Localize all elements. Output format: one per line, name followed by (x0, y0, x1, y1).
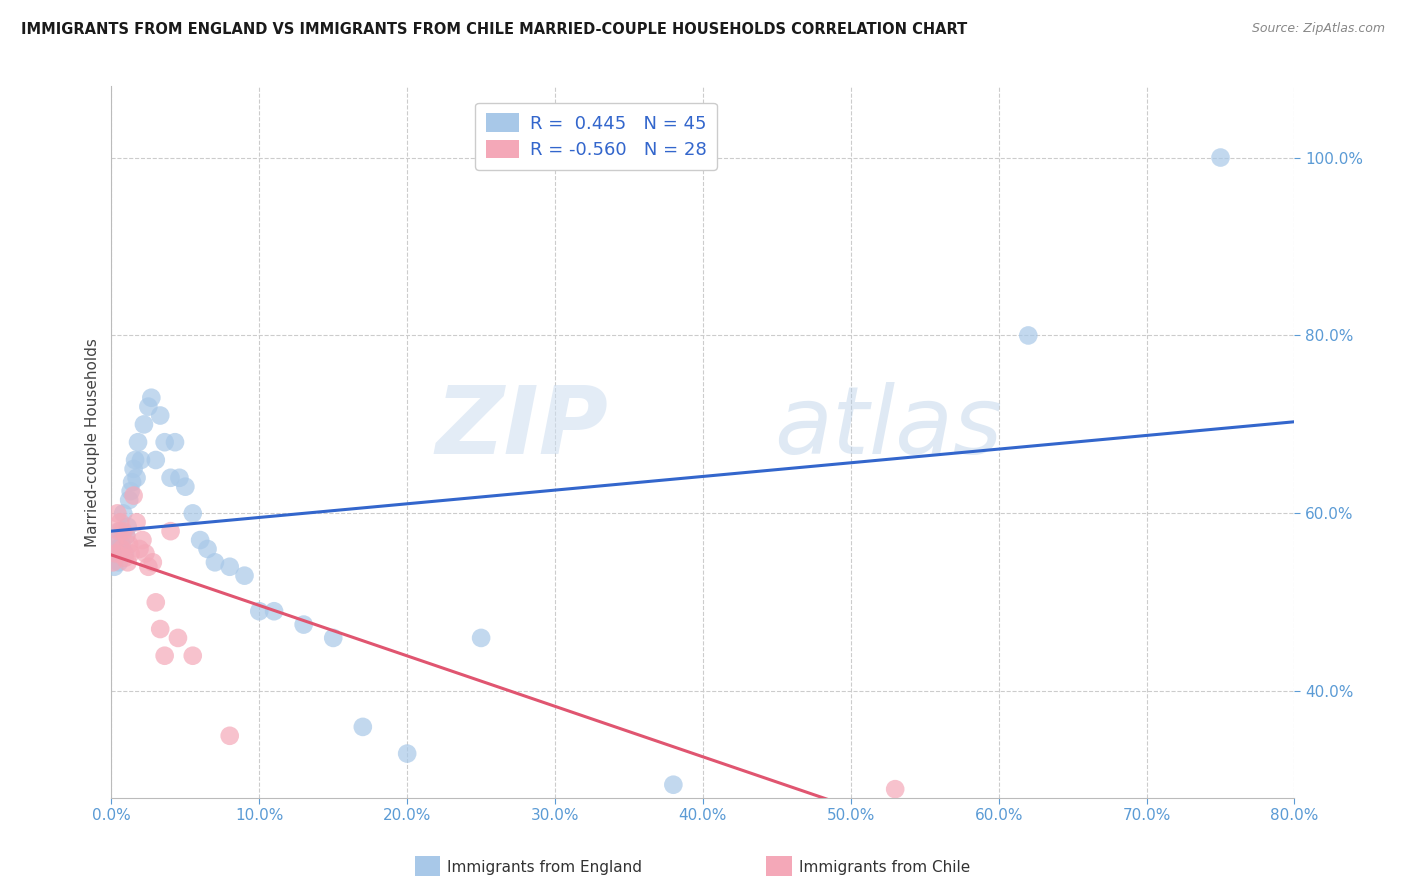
Point (1017, 328, 1039, 343)
Point (470, 631, 492, 645)
Point (117, 520, 139, 534)
Point (111, 537, 134, 551)
Point (1209, 151, 1232, 165)
Point (112, 507, 135, 521)
Point (105, 507, 128, 521)
Point (115, 528, 138, 542)
Point (129, 453, 152, 467)
Point (131, 533, 153, 547)
Point (292, 617, 315, 632)
Point (118, 537, 141, 551)
Point (218, 559, 240, 574)
Point (115, 528, 138, 542)
Point (104, 541, 127, 556)
Point (218, 729, 240, 743)
Point (153, 435, 176, 450)
Point (322, 631, 344, 645)
Point (153, 648, 176, 663)
Text: IMMIGRANTS FROM ENGLAND VS IMMIGRANTS FROM CHILE MARRIED-COUPLE HOUSEHOLDS CORRE: IMMIGRANTS FROM ENGLAND VS IMMIGRANTS FR… (21, 22, 967, 37)
Point (174, 480, 197, 494)
Point (132, 417, 155, 432)
Point (159, 471, 181, 485)
Point (122, 462, 145, 476)
Point (247, 604, 270, 618)
Point (101, 555, 124, 569)
Point (125, 471, 148, 485)
Text: Immigrants from Chile: Immigrants from Chile (799, 860, 970, 874)
Point (134, 546, 156, 560)
Point (141, 391, 163, 405)
Text: ZIP: ZIP (436, 382, 609, 474)
Point (114, 550, 136, 565)
Point (167, 631, 190, 645)
Point (101, 546, 124, 560)
Point (188, 533, 211, 547)
Point (145, 453, 167, 467)
Point (114, 546, 136, 560)
Point (396, 747, 419, 761)
Point (107, 524, 129, 538)
Point (105, 533, 128, 547)
Point (104, 546, 127, 560)
Point (122, 489, 145, 503)
Legend: R =  0.445   N = 45, R = -0.560   N = 28: R = 0.445 N = 45, R = -0.560 N = 28 (475, 103, 717, 170)
Point (233, 568, 256, 582)
Text: Source: ZipAtlas.com: Source: ZipAtlas.com (1251, 22, 1385, 36)
Point (118, 493, 141, 508)
Point (662, 778, 685, 792)
Point (120, 484, 142, 499)
Point (181, 648, 204, 663)
Point (263, 604, 285, 618)
Point (149, 409, 172, 423)
Point (142, 555, 165, 569)
Point (112, 524, 135, 538)
Text: atlas: atlas (773, 383, 1002, 474)
Y-axis label: Married-couple Households: Married-couple Households (86, 338, 100, 547)
Point (149, 622, 172, 636)
Point (352, 720, 374, 734)
Point (159, 524, 181, 538)
Point (138, 400, 160, 414)
Point (111, 541, 134, 556)
Point (197, 541, 219, 556)
Point (204, 555, 226, 569)
Point (110, 516, 132, 530)
Point (181, 507, 204, 521)
Point (169, 471, 191, 485)
Point (127, 435, 149, 450)
Point (145, 595, 167, 609)
Point (103, 537, 125, 551)
Point (128, 541, 150, 556)
Point (117, 555, 139, 569)
Point (121, 475, 143, 490)
Point (163, 435, 186, 450)
Point (103, 559, 125, 574)
Point (884, 782, 907, 797)
Point (138, 559, 160, 574)
Point (107, 555, 129, 569)
Point (110, 524, 132, 538)
Point (124, 453, 146, 467)
Point (125, 516, 148, 530)
Point (120, 546, 142, 560)
Text: Immigrants from England: Immigrants from England (447, 860, 643, 874)
